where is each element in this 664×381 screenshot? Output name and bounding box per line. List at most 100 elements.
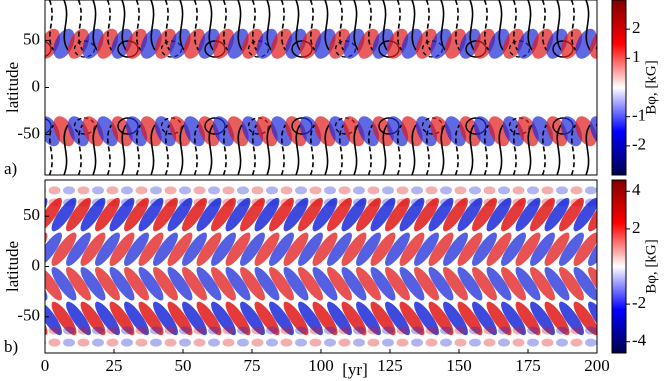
- field-blob: [225, 301, 251, 336]
- contour-line: [527, 124, 533, 175]
- field-blob: [396, 198, 409, 207]
- field-blob: [559, 232, 584, 266]
- field-blob: [167, 197, 193, 232]
- field-blob: [254, 197, 280, 232]
- contour-line: [48, 124, 55, 175]
- field-blob: [527, 198, 539, 207]
- field-blob: [457, 267, 483, 301]
- y-axis-label: latitude: [3, 62, 22, 113]
- field-blob: [472, 197, 497, 232]
- field-blob: [425, 186, 438, 195]
- field-blob: [588, 197, 597, 232]
- field-blob: [443, 301, 468, 336]
- x-tick-label: 50: [175, 356, 192, 375]
- field-blob: [312, 301, 338, 336]
- field-blob: [167, 267, 193, 301]
- field-blob: [109, 197, 135, 232]
- field-blob: [237, 186, 249, 195]
- field-blob: [106, 186, 119, 195]
- field-blob: [370, 267, 396, 301]
- field-blob: [600, 198, 612, 206]
- field-blob: [48, 198, 61, 207]
- x-tick-label: 0: [41, 356, 50, 375]
- field-blob: [150, 186, 162, 195]
- colorbar-label: Bφ, [kG]: [643, 239, 659, 294]
- contour-line: [295, 124, 301, 175]
- field-blob: [309, 198, 322, 207]
- contour-line: [411, 0, 417, 51]
- field-blob: [295, 198, 307, 207]
- field-blob: [353, 338, 365, 347]
- contour-line: [396, 0, 403, 51]
- field-blob: [399, 197, 425, 232]
- field-blob: [356, 301, 381, 336]
- field-blob: [222, 198, 235, 207]
- field-blob: [469, 198, 481, 207]
- field-blob: [280, 198, 293, 207]
- field-blob: [440, 338, 452, 347]
- field-blob: [66, 267, 91, 301]
- field-blob: [150, 326, 162, 335]
- field-blob: [138, 267, 164, 301]
- field-blob: [251, 186, 264, 195]
- y-tick-label: 50: [23, 205, 40, 224]
- colorbar-tick-label: 1: [632, 47, 641, 66]
- field-blob: [356, 232, 381, 266]
- x-axis-label: [yr]: [342, 360, 367, 379]
- field-blob: [92, 326, 104, 335]
- field-blob: [585, 186, 597, 195]
- field-blob: [66, 197, 91, 232]
- field-blob: [338, 326, 351, 335]
- contour-line: [556, 0, 562, 51]
- field-blob: [559, 267, 584, 301]
- field-blob: [454, 338, 467, 347]
- contour-line: [396, 124, 403, 175]
- field-blob: [544, 301, 570, 336]
- contour-line: [411, 124, 417, 175]
- contour-line: [512, 0, 519, 51]
- field-blob: [399, 232, 425, 266]
- field-blob: [309, 338, 322, 347]
- field-blob: [382, 198, 394, 207]
- field-blob: [295, 338, 307, 347]
- field-blob: [225, 267, 251, 301]
- contour-line: [106, 0, 113, 51]
- field-blob: [77, 338, 90, 347]
- field-blob: [353, 198, 365, 207]
- contour-line: [367, 124, 374, 175]
- contour-line: [164, 0, 171, 51]
- field-blob: [193, 186, 206, 195]
- field-blob: [48, 186, 61, 195]
- contour-line: [498, 0, 504, 51]
- field-blob: [600, 186, 612, 194]
- field-blob: [92, 338, 104, 347]
- field-blob: [138, 197, 164, 232]
- field-blob: [240, 267, 265, 301]
- field-blob: [80, 197, 106, 232]
- field-blob: [472, 267, 497, 301]
- field-blob: [472, 301, 497, 336]
- field-blob: [153, 232, 178, 266]
- contour-line: [454, 124, 461, 175]
- field-blob: [51, 197, 77, 232]
- field-blob: [164, 338, 177, 347]
- field-blob: [556, 186, 568, 195]
- field-blob: [280, 338, 293, 347]
- field-blob: [501, 197, 526, 232]
- colorbar-label: Bφ, [kG]: [643, 60, 659, 115]
- field-blob: [501, 301, 526, 336]
- field-blob: [298, 197, 323, 232]
- field-blob: [237, 338, 249, 347]
- contour-line: [237, 124, 243, 175]
- contour-line: [92, 124, 98, 175]
- field-blob: [515, 232, 541, 266]
- x-tick-label: 175: [515, 356, 541, 375]
- contour-line: [251, 0, 258, 51]
- field-blob: [211, 197, 236, 232]
- field-blob: [312, 232, 338, 266]
- field-blob: [48, 338, 61, 347]
- field-blob: [414, 267, 439, 301]
- field-blob: [312, 267, 338, 301]
- field-blob: [179, 186, 191, 195]
